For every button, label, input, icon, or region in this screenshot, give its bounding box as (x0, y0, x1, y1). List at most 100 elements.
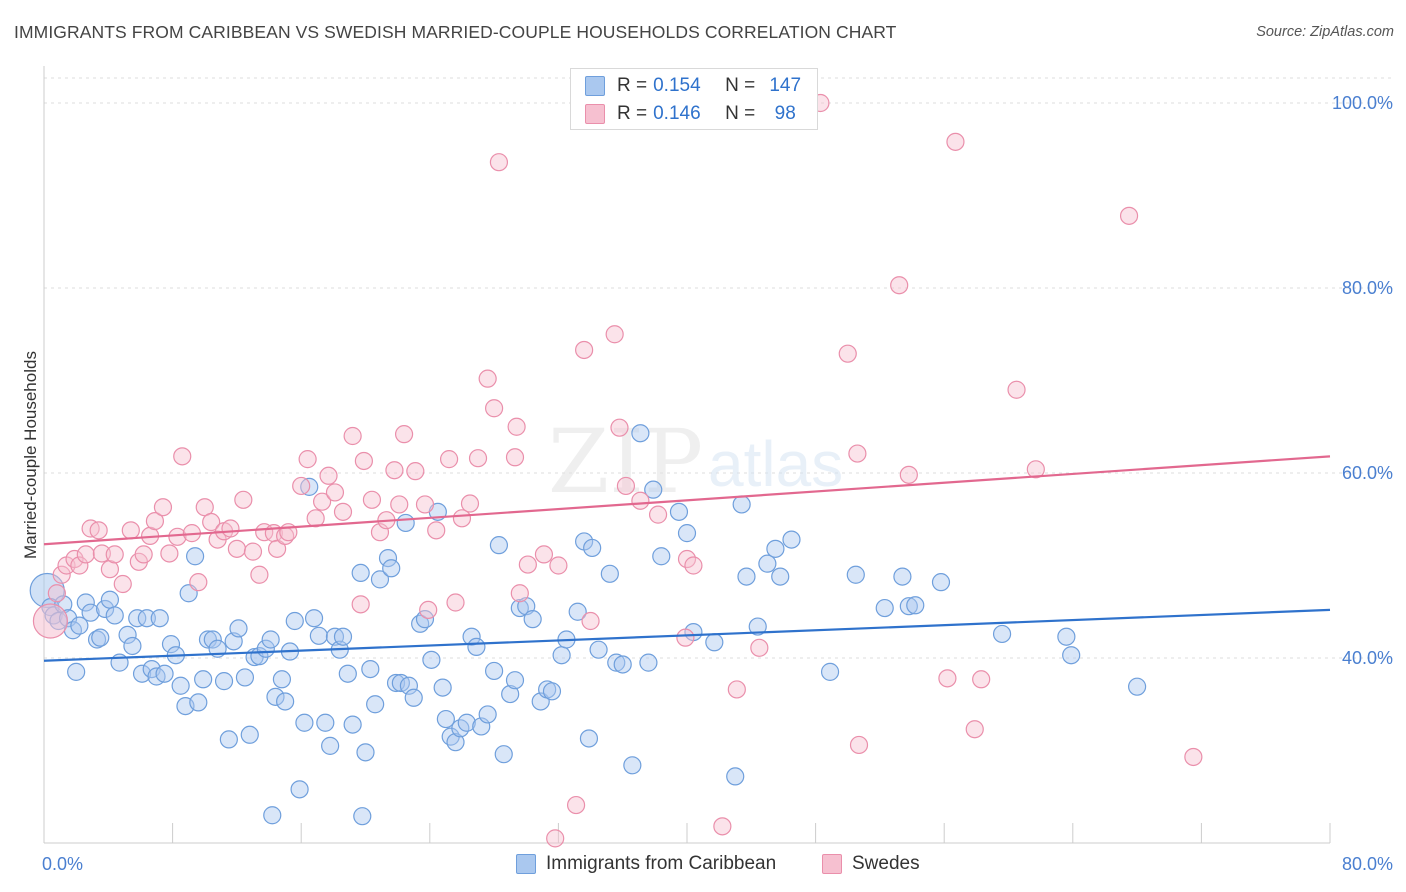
swedes-point (485, 399, 504, 418)
caribbean-point (732, 495, 751, 514)
caribbean-point (378, 548, 398, 568)
swedes-point (419, 600, 438, 620)
swedes-point (1119, 206, 1139, 225)
caribbean-point (600, 564, 619, 583)
caribbean-point (542, 682, 562, 701)
swedes-point (292, 476, 311, 496)
caribbean-point (457, 713, 476, 732)
swedes-point (849, 735, 869, 755)
caribbean-point (568, 602, 587, 621)
caribbean-point (644, 480, 663, 499)
swedes-point (52, 565, 71, 584)
swedes-point (518, 555, 537, 574)
swedes-point (1184, 747, 1203, 767)
caribbean-point (758, 554, 777, 573)
caribbean-point (436, 709, 455, 729)
caribbean-point (510, 598, 529, 618)
swedes-point (145, 511, 165, 531)
caribbean-point (321, 736, 340, 755)
caribbean-point (361, 659, 380, 679)
swedes-point (507, 417, 526, 436)
caribbean-point (579, 729, 599, 748)
caribbean-point (235, 668, 255, 687)
caribbean-point (631, 424, 650, 443)
caribbean-point (261, 630, 280, 649)
swedes-point (134, 545, 153, 564)
swedes-point (677, 549, 697, 569)
caribbean-point (705, 633, 724, 652)
swedes-point (333, 502, 353, 521)
swedes-point (394, 425, 414, 444)
caribbean-point (433, 678, 452, 697)
caribbean-point (396, 513, 415, 533)
swedes-point (243, 542, 263, 561)
caribbean-point (219, 730, 238, 749)
swedes-point (47, 584, 66, 603)
swedes-point (972, 670, 991, 689)
caribbean-point (607, 653, 626, 672)
caribbean-point (266, 687, 285, 706)
legend-n-label: N = (725, 103, 756, 124)
series-legend-caribbean: Immigrants from Caribbean (516, 852, 776, 876)
swedes-point (32, 603, 69, 639)
swedes-point (505, 448, 525, 467)
legend-r-value: 0.146 (653, 103, 701, 124)
swedes-point (946, 132, 965, 151)
swedes-point (684, 556, 703, 575)
caribbean-point (214, 672, 234, 691)
swedes-point (610, 418, 629, 437)
trend-lines (43, 455, 1331, 662)
caribbean-point (91, 628, 110, 647)
swedes-point (605, 325, 624, 344)
swedes-point (153, 498, 173, 517)
swedes-point (648, 505, 668, 524)
caribbean-point (489, 536, 509, 555)
swedes-point (489, 153, 509, 172)
watermark-zip: ZIP (548, 410, 703, 513)
caribbean-point (356, 743, 375, 762)
watermark-atlas: atlas (708, 428, 843, 500)
caribbean-point (132, 664, 152, 683)
swedes-point (965, 720, 984, 739)
swedes-point (899, 465, 918, 484)
swedes-point (70, 556, 89, 575)
y-tick-label: 60.0% (1342, 463, 1393, 483)
caribbean-point (820, 662, 840, 681)
swedes-point (343, 426, 362, 446)
caribbean-point (118, 625, 137, 644)
caribbean-point (263, 806, 282, 825)
caribbean-point (161, 635, 181, 654)
y-axis-label: Married-couple Households (21, 351, 40, 559)
swedes-point (306, 509, 325, 528)
caribbean-point (1057, 627, 1076, 646)
caribbean-point (70, 616, 89, 635)
caribbean-point (309, 626, 328, 645)
swedes-point (105, 545, 124, 564)
caribbean-point (333, 627, 353, 646)
swedes-point (938, 669, 957, 688)
swedes-point (890, 276, 909, 295)
caribbean-point (613, 655, 632, 674)
swedes-point (362, 490, 382, 509)
swedes-point (468, 449, 488, 468)
swedes-point (325, 483, 345, 502)
swedes-trend-line (43, 455, 1331, 546)
caribbean-point (81, 603, 100, 622)
caribbean-point (899, 597, 918, 616)
caribbean-point (370, 570, 390, 589)
swedes-point (227, 539, 246, 558)
series-name-swedes: Swedes (852, 853, 920, 874)
caribbean-point (150, 609, 169, 628)
swedes-point (221, 519, 240, 538)
caribbean-point (494, 745, 513, 764)
swedes-point (478, 369, 497, 388)
y-tick-label: 40.0% (1342, 648, 1393, 668)
caribbean-point (782, 530, 801, 549)
swedes-point (452, 509, 472, 528)
caribbean-point (992, 624, 1012, 644)
legend-n-value: 98 (774, 103, 796, 124)
caribbean-point (737, 567, 756, 586)
x-tick-label-max: 80.0% (1342, 854, 1393, 874)
caribbean-point (846, 565, 865, 584)
